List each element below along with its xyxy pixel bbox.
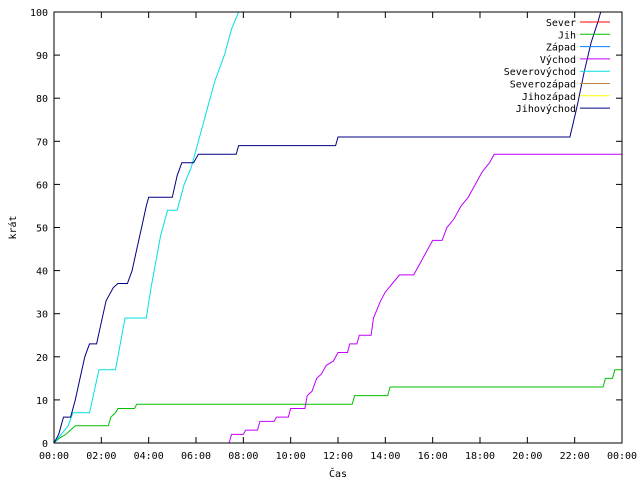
x-tick-label: 18:00 [465, 451, 495, 462]
series-line-3 [228, 153, 622, 443]
x-tick-label: 04:00 [134, 451, 164, 462]
y-tick-label: 50 [36, 224, 48, 235]
x-tick-label: 00:00 [39, 451, 69, 462]
legend-label: Severovýchod [504, 66, 576, 78]
x-tick-label: 02:00 [86, 451, 116, 462]
x-tick-label: 20:00 [512, 451, 542, 462]
y-tick-label: 90 [36, 51, 48, 62]
x-tick-label: 10:00 [276, 451, 306, 462]
y-tick-label: 10 [36, 396, 48, 407]
y-tick-label: 20 [36, 353, 48, 364]
y-axis-ticks: 0 10 20 30 40 50 60 70 80 90 100 [30, 8, 622, 450]
y-tick-label: 70 [36, 137, 48, 148]
legend-label: Západ [546, 42, 576, 54]
y-tick-label: 0 [42, 439, 48, 450]
legend-label: Sever [546, 18, 576, 29]
series-line-1 [54, 369, 622, 443]
y-tick-label: 100 [30, 8, 48, 19]
y-tick-label: 60 [36, 180, 48, 191]
legend-label: Jih [558, 30, 576, 41]
x-axis-title: Čas [329, 467, 347, 480]
x-axis-ticks: 00:00 02:00 04:00 06:00 08:00 10:00 12:00 14:00… [39, 12, 637, 462]
legend-label: Východ [540, 54, 576, 66]
series-line-7 [54, 12, 602, 443]
x-tick-label: 16:00 [418, 451, 448, 462]
legend-label: Jihovýchod [516, 103, 576, 115]
plot-lines [54, 12, 622, 443]
y-tick-label: 40 [36, 267, 48, 278]
legend-label: Severozápad [510, 79, 576, 91]
x-tick-label: 06:00 [181, 451, 211, 462]
legend: SeverJihZápadVýchodSeverovýchodSeverozáp… [504, 18, 610, 115]
x-tick-label: 14:00 [370, 451, 400, 462]
y-tick-label: 80 [36, 94, 48, 105]
x-tick-label: 22:00 [560, 451, 590, 462]
y-axis-title: krát [7, 215, 19, 239]
x-tick-label: 00:00 [607, 451, 637, 462]
x-tick-label: 12:00 [323, 451, 353, 462]
x-tick-label: 08:00 [228, 451, 258, 462]
series-line-4 [54, 12, 240, 443]
y-tick-label: 30 [36, 310, 48, 321]
legend-label: Jihozápad [522, 91, 576, 103]
